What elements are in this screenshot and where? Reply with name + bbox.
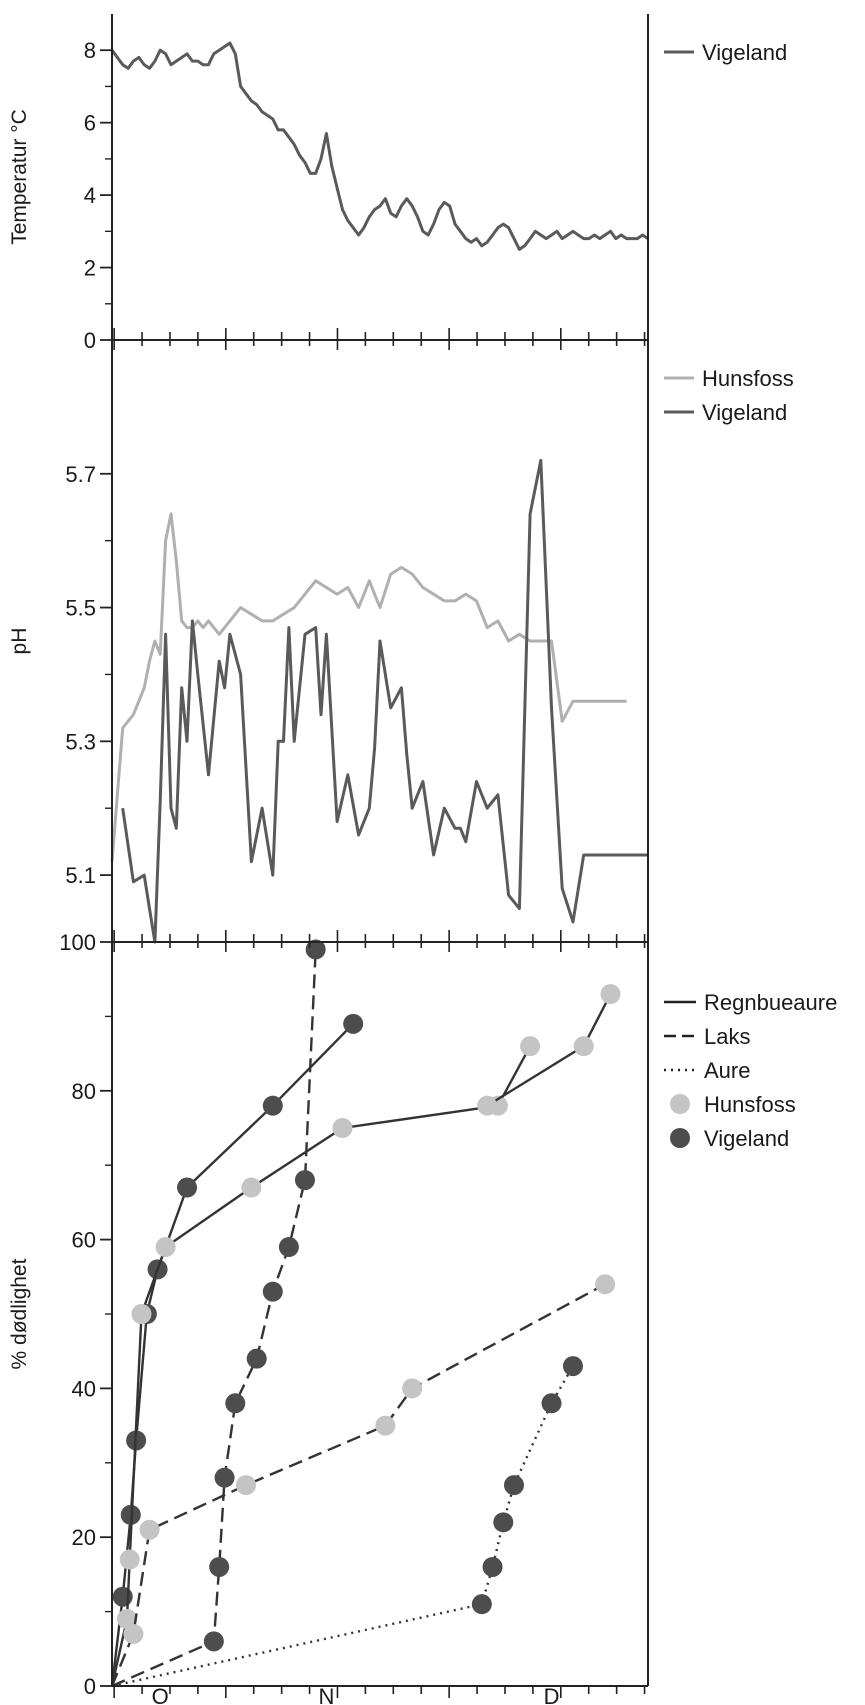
legend-label: Regnbueaure [704, 990, 837, 1015]
y-tick-label: 8 [84, 38, 96, 63]
data-point-hunsfoss [155, 1237, 176, 1258]
data-point-vigeland [493, 1512, 514, 1533]
series-line-laks [110, 1283, 606, 1687]
data-point-hunsfoss [131, 1304, 152, 1324]
y-tick-label: 60 [72, 1228, 96, 1253]
y-tick-label: 5.7 [65, 462, 96, 487]
data-point-hunsfoss [139, 1519, 160, 1540]
y-tick-label: 0 [84, 1674, 96, 1699]
data-point-vigeland [504, 1475, 524, 1496]
data-point-hunsfoss [600, 984, 621, 1005]
legend-label: Aure [704, 1058, 750, 1083]
y-axis-title: pH [8, 628, 31, 655]
data-point-vigeland [177, 1177, 198, 1198]
data-point-hunsfoss [123, 1623, 144, 1644]
data-point-vigeland [471, 1594, 492, 1615]
data-point-hunsfoss [595, 1274, 616, 1295]
data-point-hunsfoss [477, 1095, 498, 1116]
data-point-hunsfoss [332, 1118, 353, 1138]
x-tick-label: O [152, 1684, 169, 1705]
legend-label: Vigeland [702, 400, 787, 425]
legend-label: Vigeland [704, 1126, 789, 1151]
data-point-vigeland [278, 1237, 299, 1258]
data-point-vigeland [203, 1631, 224, 1652]
y-axis-title: % dødlighet [8, 1258, 31, 1369]
y-tick-label: 80 [72, 1079, 96, 1104]
temperature-panel: 0 2 4 6 8 Temperatur °C Vigeland [8, 38, 787, 353]
x-tick-label: N [318, 1684, 334, 1705]
data-point-hunsfoss [573, 1036, 594, 1057]
series-line-laks [111, 949, 317, 1688]
legend-marker [670, 1094, 690, 1114]
y-tick-label: 20 [72, 1525, 96, 1550]
data-point-vigeland [262, 1281, 283, 1302]
y-tick-label: 4 [84, 183, 96, 208]
data-point-vigeland [214, 1467, 235, 1488]
y-tick-label: 5.3 [65, 729, 96, 754]
series-line-regnbueaure [110, 1045, 532, 1687]
series-line-vigeland [110, 41, 649, 251]
legend-label: Hunsfoss [704, 1092, 796, 1117]
data-point-vigeland [482, 1556, 503, 1577]
data-point-vigeland [305, 939, 326, 960]
legend-label: Vigeland [702, 40, 787, 65]
data-point-vigeland [262, 1095, 283, 1116]
data-point-vigeland [225, 1393, 246, 1414]
data-point-vigeland [541, 1393, 562, 1414]
y-axis-title: Temperatur °C [8, 109, 31, 245]
x-tick-label: D [544, 1684, 560, 1705]
y-tick-label: 100 [59, 930, 96, 955]
y-tick-label: 0 [84, 328, 96, 353]
data-point-hunsfoss [375, 1415, 396, 1436]
data-point-vigeland [343, 1013, 364, 1034]
data-point-vigeland [246, 1348, 267, 1369]
data-point-hunsfoss [402, 1378, 423, 1399]
series-line-hunsfoss [110, 512, 627, 862]
data-point-vigeland [294, 1170, 315, 1191]
data-point-hunsfoss [119, 1549, 140, 1570]
mortality-panel: 0 20 40 60 80 100 % dødlighet O N D Regnbueaure Lak… [8, 930, 837, 1705]
ph-panel: 5.1 5.3 5.5 5.7 pH Hunsfoss Vigeland [8, 366, 794, 944]
y-tick-label: 40 [72, 1376, 96, 1401]
data-point-vigeland [112, 1586, 133, 1607]
series-line-regnbueaure [110, 1022, 355, 1687]
y-tick-label: 2 [84, 256, 96, 281]
y-tick-label: 5.5 [65, 596, 96, 621]
data-point-vigeland [562, 1356, 583, 1377]
data-point-hunsfoss [520, 1036, 541, 1057]
series-line-vigeland [121, 458, 648, 944]
data-point-hunsfoss [241, 1177, 262, 1198]
y-tick-label: 5.1 [65, 863, 96, 888]
legend-marker [670, 1128, 690, 1148]
legend-label: Hunsfoss [702, 366, 794, 391]
data-point-hunsfoss [236, 1475, 256, 1496]
y-tick-label: 6 [84, 111, 96, 136]
data-point-vigeland [209, 1556, 230, 1577]
legend-label: Laks [704, 1024, 750, 1049]
